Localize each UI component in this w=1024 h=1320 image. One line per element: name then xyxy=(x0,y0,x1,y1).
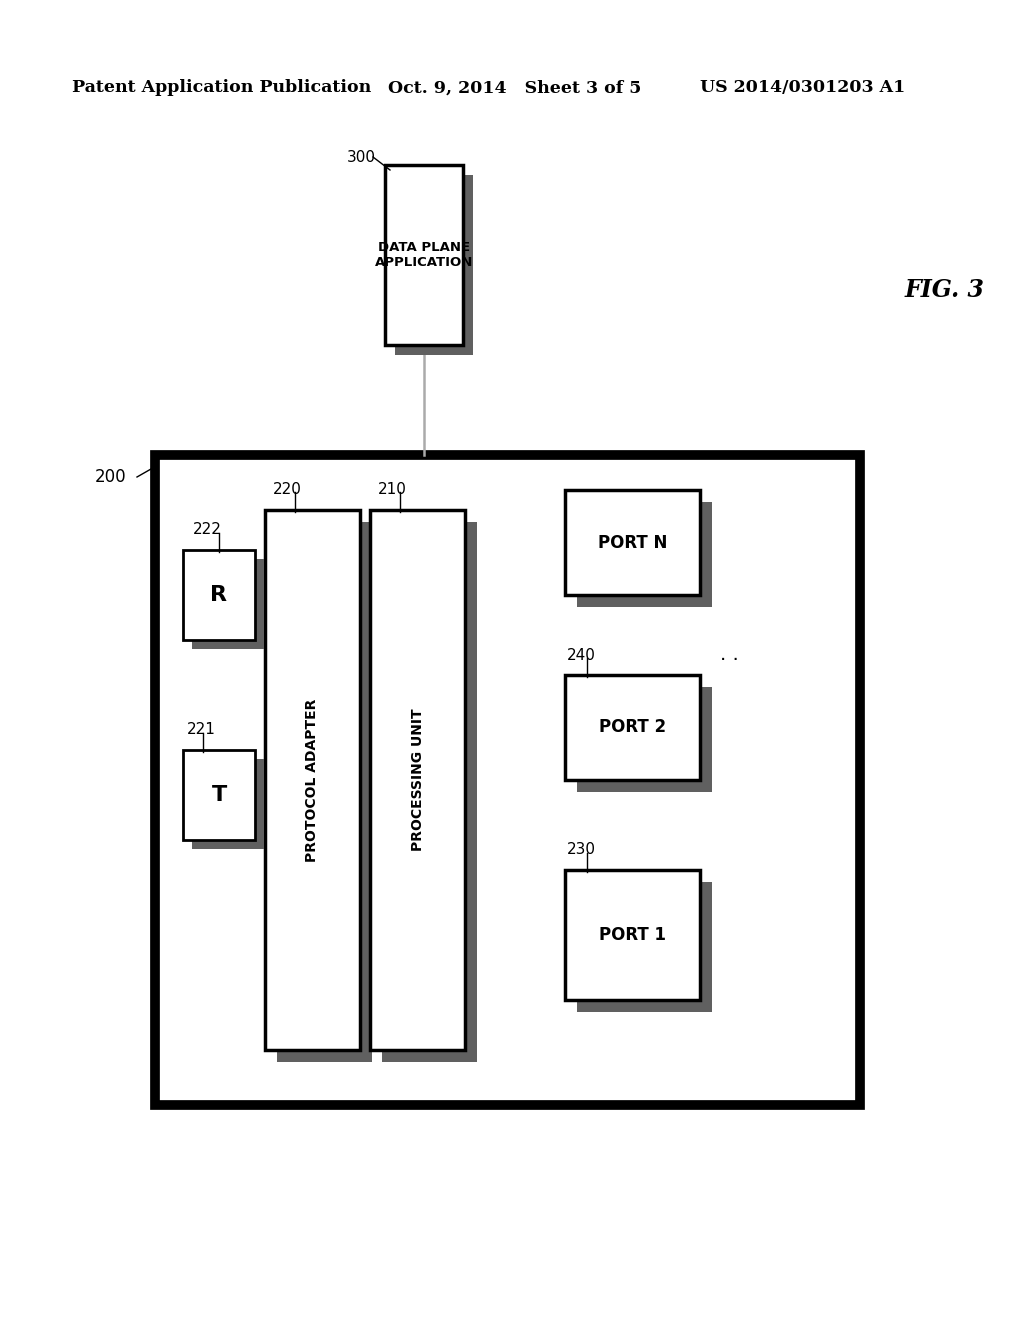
Text: Oct. 9, 2014   Sheet 3 of 5: Oct. 9, 2014 Sheet 3 of 5 xyxy=(388,79,641,96)
Text: PORT 1: PORT 1 xyxy=(599,927,666,944)
Text: R: R xyxy=(211,585,227,605)
Bar xyxy=(395,176,473,355)
Bar xyxy=(565,675,700,780)
Bar xyxy=(183,550,255,640)
Text: PORT 2: PORT 2 xyxy=(599,718,666,737)
Text: 210: 210 xyxy=(378,483,407,498)
Text: 230: 230 xyxy=(567,842,596,858)
Bar xyxy=(370,510,465,1049)
Bar xyxy=(577,882,712,1012)
Text: PORT N: PORT N xyxy=(598,533,668,552)
Text: 220: 220 xyxy=(273,483,302,498)
Bar xyxy=(278,521,372,1063)
Bar xyxy=(193,558,264,649)
Text: PROTOCOL ADAPTER: PROTOCOL ADAPTER xyxy=(305,698,319,862)
Text: 222: 222 xyxy=(193,523,222,537)
Bar xyxy=(155,455,860,1105)
Text: FIG. 3: FIG. 3 xyxy=(905,279,985,302)
Bar xyxy=(565,490,700,595)
Text: 300: 300 xyxy=(347,149,376,165)
Bar xyxy=(193,759,264,849)
Bar xyxy=(565,870,700,1001)
Bar xyxy=(382,521,477,1063)
Bar xyxy=(577,502,712,607)
Text: 240: 240 xyxy=(567,648,596,663)
Bar xyxy=(265,510,360,1049)
Text: PROCESSING UNIT: PROCESSING UNIT xyxy=(411,709,425,851)
Bar xyxy=(577,686,712,792)
Bar xyxy=(183,750,255,840)
Bar xyxy=(385,165,463,345)
Text: 221: 221 xyxy=(187,722,216,738)
Text: DATA PLANE
APPLICATION: DATA PLANE APPLICATION xyxy=(375,242,473,269)
Text: 200: 200 xyxy=(95,469,127,486)
Text: T: T xyxy=(211,785,226,805)
Text: US 2014/0301203 A1: US 2014/0301203 A1 xyxy=(700,79,905,96)
Text: Patent Application Publication: Patent Application Publication xyxy=(72,79,372,96)
Text: . .: . . xyxy=(720,645,738,664)
